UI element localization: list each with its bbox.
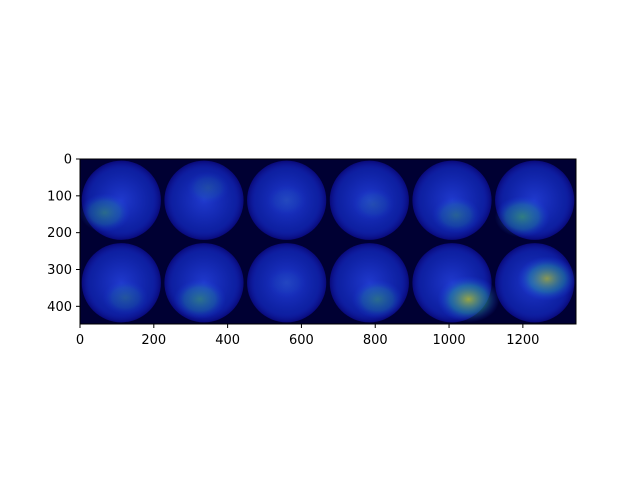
tile-r2c5-hotspot xyxy=(437,275,500,323)
x-tick-label: 800 xyxy=(363,333,388,348)
tile-r2c1-hotspot xyxy=(102,280,149,315)
y-tick-label: 0 xyxy=(64,153,72,168)
tile-r1c4-hotspot xyxy=(352,188,395,221)
x-tick-label: 0 xyxy=(76,333,84,348)
y-axis: 0 100 200 300 400 xyxy=(47,153,80,315)
heatmap-image xyxy=(79,159,577,324)
tile-r1c5-hotspot xyxy=(432,196,481,234)
y-tick-label: 400 xyxy=(47,300,72,315)
x-tick-label: 200 xyxy=(141,333,166,348)
tile-r2c4-hotspot xyxy=(352,279,404,319)
tile-r2c2-hotspot xyxy=(173,279,227,320)
x-tick-label: 400 xyxy=(215,333,240,348)
x-axis: 0 200 400 600 800 1000 1200 xyxy=(76,324,539,348)
tile-r2c6-hotspot xyxy=(517,256,577,301)
tile-r1c3-hotspot xyxy=(266,184,307,216)
y-tick-label: 100 xyxy=(47,189,72,204)
y-tick-label: 300 xyxy=(47,263,72,278)
y-tick-label: 200 xyxy=(47,226,72,241)
x-tick-label: 1200 xyxy=(506,333,539,348)
tile-r1c6-hotspot xyxy=(494,195,550,238)
x-tick-label: 600 xyxy=(289,333,314,348)
tile-r1c1-hotspot xyxy=(79,193,131,232)
axes-frame xyxy=(79,158,577,325)
tile-r1c2-hotspot xyxy=(186,171,230,205)
tile-r2c3-hotspot xyxy=(267,267,307,298)
x-tick-label: 1000 xyxy=(433,333,466,348)
